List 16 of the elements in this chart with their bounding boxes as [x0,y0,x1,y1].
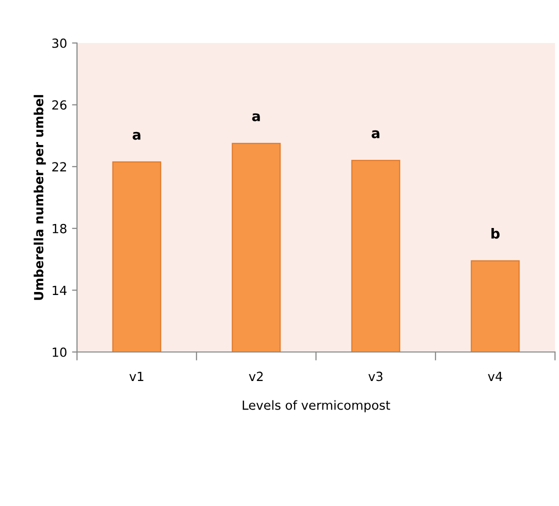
y-axis-title: Umberella number per umbel [34,95,46,300]
y-tick-label: 30 [52,38,66,48]
x-tick-label: v4 [488,372,502,381]
annotation: a [132,132,140,140]
annotation: a [252,113,260,122]
y-tick-label: 22 [52,162,66,172]
x-tick-label: v3 [368,372,382,382]
x-axis-title: Levels of vermicompost [242,400,390,412]
y-tick-label: 14 [52,286,67,295]
x-tick-label: v1 [129,372,144,381]
y-tick-label: 18 [52,224,66,234]
y-tick-label: 10 [52,347,66,357]
x-tick-label: v2 [248,372,263,381]
annotation: a [372,130,380,138]
y-tick-label: 26 [52,100,66,110]
annotation: b [491,228,500,239]
